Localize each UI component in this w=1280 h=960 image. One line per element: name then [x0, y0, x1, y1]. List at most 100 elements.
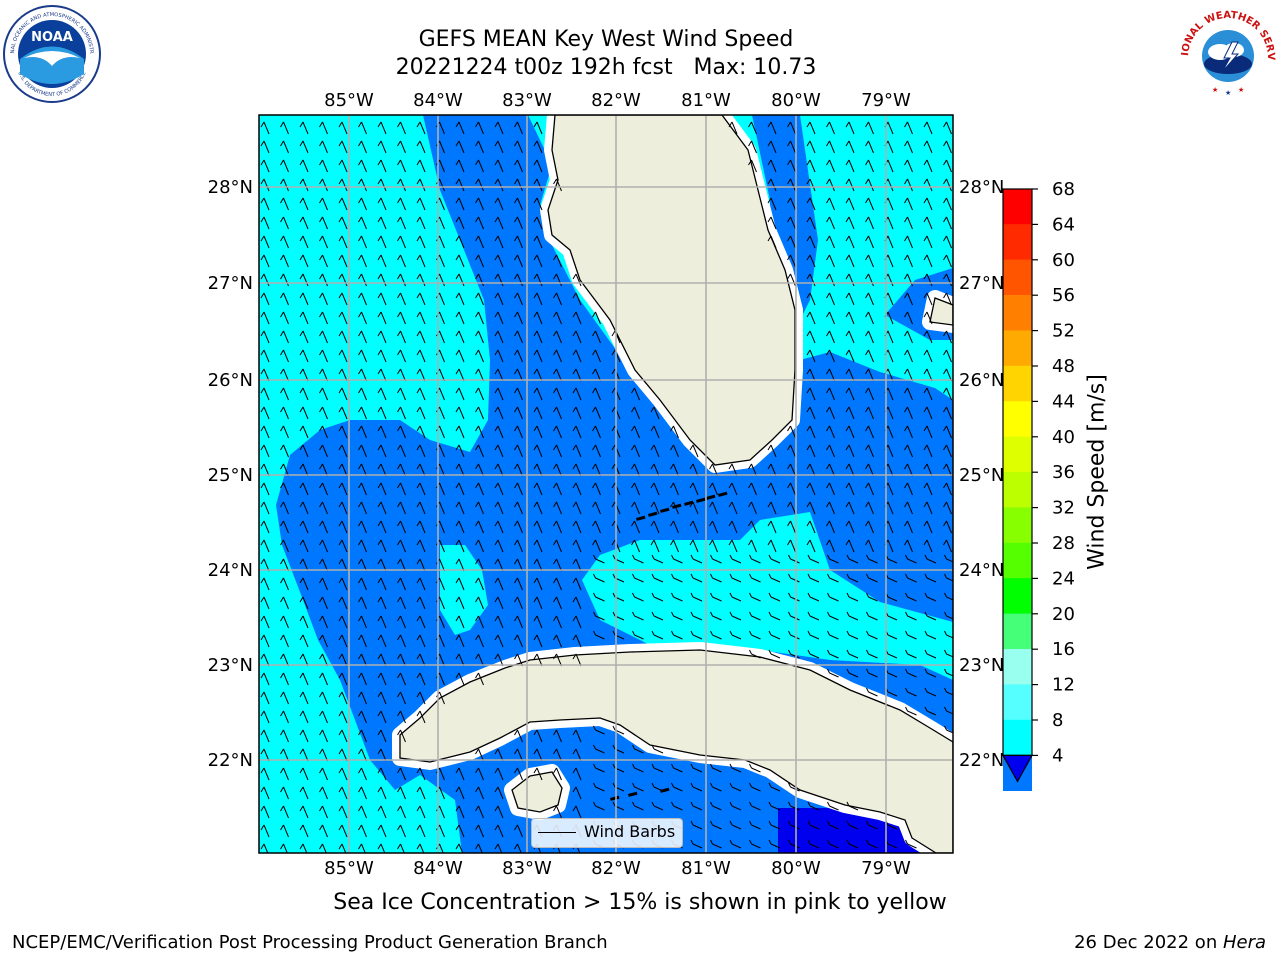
wind-barb	[768, 611, 781, 621]
wind-barb	[397, 577, 406, 591]
wind-barb	[280, 520, 289, 534]
wind-barb	[826, 387, 835, 401]
wind-barb	[260, 425, 270, 439]
wind-barb	[280, 178, 289, 192]
wind-barb	[593, 592, 605, 602]
lon-label-top: 83°W	[502, 90, 552, 111]
wind-barb	[377, 748, 387, 762]
wind-barb	[533, 596, 543, 610]
wind-barb	[631, 387, 640, 401]
wind-barb	[260, 729, 270, 743]
wind-barb	[514, 463, 523, 477]
wind-barb	[299, 463, 309, 477]
wind-barb	[826, 216, 835, 230]
wind-barb	[280, 634, 289, 648]
colorbar-tick-label: 24	[1052, 568, 1075, 589]
wind-barb	[748, 159, 757, 173]
wind-barb	[631, 444, 640, 458]
wind-barb	[787, 501, 796, 515]
wind-barb	[338, 539, 348, 553]
colorbar-tick-label: 40	[1052, 427, 1075, 448]
wind-barb	[260, 520, 270, 534]
wind-barb	[475, 615, 484, 629]
wind-barb	[572, 558, 582, 572]
wind-barb	[748, 520, 757, 534]
wind-barb	[377, 634, 387, 648]
colorbar-tick-label: 52	[1052, 321, 1075, 342]
wind-barb	[514, 501, 523, 515]
wind-barb	[397, 710, 406, 724]
wind-barb	[553, 501, 562, 515]
wind-barb	[631, 463, 640, 477]
wind-barb	[260, 691, 270, 705]
wind-barb	[689, 539, 699, 553]
wind-barb	[358, 824, 367, 838]
wind-barb	[280, 710, 289, 724]
wind-barb	[592, 520, 601, 534]
wind-barb	[806, 197, 816, 211]
wind-barb	[475, 653, 484, 667]
wind-barb	[416, 805, 426, 819]
wind-barb	[299, 159, 309, 173]
wind-barb	[280, 349, 289, 363]
wind-barb	[806, 406, 816, 420]
wind-barb	[260, 634, 270, 648]
wind-barb	[650, 406, 660, 420]
wind-barb	[338, 596, 348, 610]
wind-barb	[866, 554, 878, 564]
wind-barb	[845, 235, 855, 249]
wind-barb	[923, 330, 933, 344]
wind-barb	[260, 311, 270, 325]
wind-barb	[377, 254, 387, 268]
wind-barb	[533, 311, 543, 325]
wind-barb	[319, 349, 328, 363]
wind-barb	[338, 520, 348, 534]
wind-barb	[455, 159, 465, 173]
wind-barb	[710, 592, 722, 602]
wind-barb	[826, 235, 835, 249]
footer-branch: NCEP/EMC/Verification Post Processing Pr…	[12, 932, 608, 953]
wind-barb	[729, 801, 742, 811]
wind-barb	[475, 406, 484, 420]
wind-barb	[514, 482, 523, 496]
wind-barb	[787, 159, 796, 173]
wind-barb	[592, 539, 601, 553]
wind-barb	[865, 406, 874, 420]
wind-barb	[690, 592, 703, 602]
wind-barb	[416, 197, 426, 211]
wind-barb	[670, 444, 679, 458]
wind-barb	[826, 121, 835, 135]
wind-barb	[475, 501, 484, 515]
wind-barb	[475, 843, 483, 853]
wind-barb	[923, 368, 933, 382]
wind-barb	[514, 824, 523, 838]
wind-barb	[299, 254, 309, 268]
wind-barb	[299, 197, 309, 211]
wind-barb	[826, 273, 835, 287]
wind-barb	[749, 782, 761, 792]
wind-barb	[749, 763, 761, 773]
wind-barb	[943, 216, 952, 230]
wind-barb	[475, 767, 484, 781]
wind-barb	[514, 197, 523, 211]
wind-barb	[690, 554, 703, 564]
wind-barb	[475, 292, 484, 306]
wind-barb	[358, 311, 367, 325]
wind-barb	[455, 178, 465, 192]
wind-barb	[787, 197, 796, 211]
wind-barb	[865, 444, 874, 458]
wind-barb	[397, 482, 406, 496]
wind-barb	[319, 805, 328, 819]
wind-barb	[923, 444, 933, 458]
wind-barb	[533, 444, 543, 458]
wind-barb	[494, 653, 504, 667]
wind-barb	[260, 159, 270, 173]
wind-barb	[768, 801, 781, 811]
wind-barb	[845, 406, 855, 420]
wind-barb	[455, 558, 465, 572]
wind-barb	[338, 634, 348, 648]
wind-barb	[572, 596, 582, 610]
wind-barb	[845, 197, 855, 211]
wind-barb	[866, 649, 878, 659]
wind-barb	[632, 611, 644, 621]
